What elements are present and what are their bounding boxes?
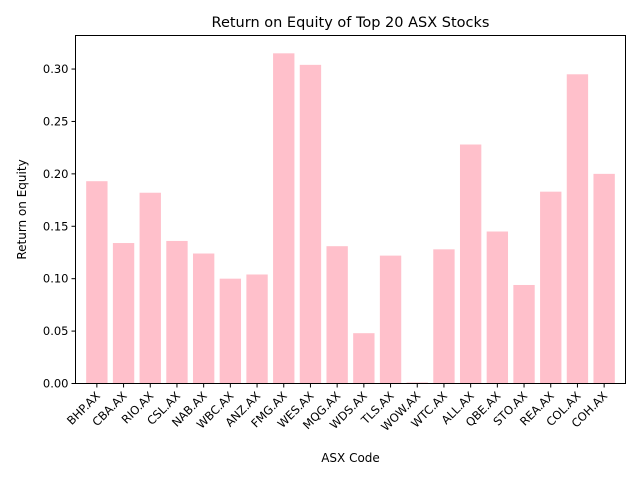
x-axis-ticks: BHP.AXCBA.AXRIO.AXCSL.AXNAB.AXWBC.AXANZ.… [64,383,610,434]
y-tick-label: 0.25 [43,114,69,128]
bar-tls-ax [379,255,402,384]
bar-wbc-ax [219,278,242,384]
y-axis-label: Return on Equity [15,159,29,259]
y-tick-label: 0.10 [43,272,69,286]
y-tick-label: 0.20 [43,167,69,181]
bar-nab-ax [192,253,215,384]
plot-frame [75,35,626,384]
x-axis-label: ASX Code [321,451,380,465]
bar-wes-ax [299,64,322,384]
bars-group [86,53,615,384]
bar-csl-ax [166,240,188,384]
bar-coh-ax [593,173,615,384]
bar-rio-ax [139,192,161,384]
bar-sto-ax [513,284,535,384]
y-tick-label: 0.05 [43,324,69,338]
y-axis-ticks: 0.00 0.05 0.10 0.15 0.20 0.25 0.30 [43,62,76,391]
bar-col-ax [566,74,589,384]
y-tick-label: 0.30 [43,62,69,76]
chart-title: Return on Equity of Top 20 ASX Stocks [212,15,490,31]
bar-wtc-ax [433,249,455,384]
bar-cba-ax [112,243,135,384]
bar-anz-ax [246,274,268,384]
bar-qbe-ax [486,231,509,384]
y-tick-label: 0.15 [43,219,69,233]
bar-wow-ax [406,382,428,384]
bar-mqg-ax [326,246,348,384]
bar-bhp-ax [86,181,108,384]
bar-all-ax [459,144,482,384]
bar-wds-ax [353,333,375,384]
bar-rea-ax [540,191,562,384]
y-tick-label: 0.00 [43,377,69,391]
bar-fmg-ax [273,53,295,384]
